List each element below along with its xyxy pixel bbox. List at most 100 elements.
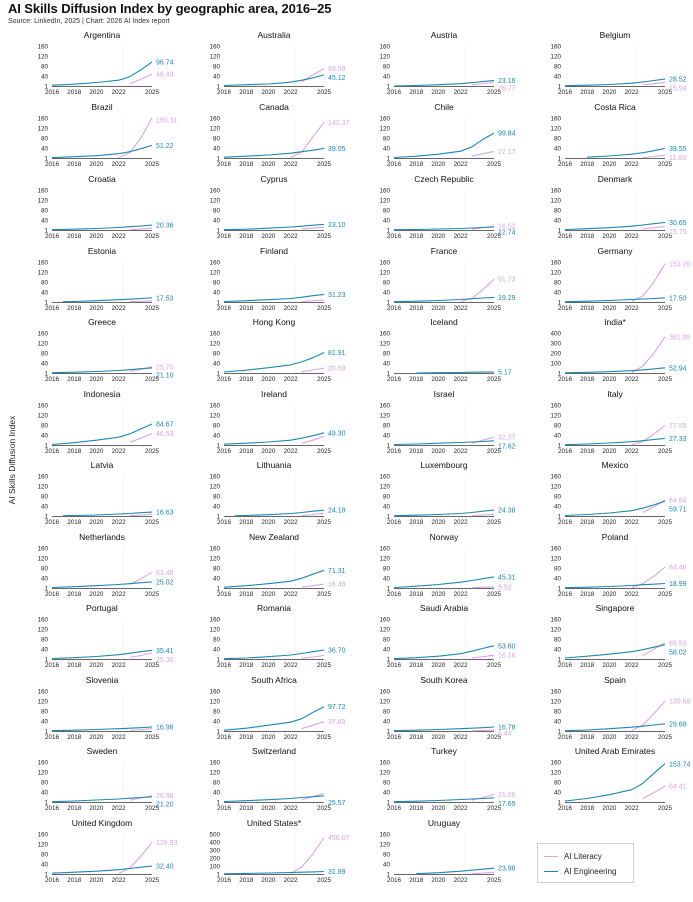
data-label-engineering: 99.84 [498, 131, 516, 138]
y-tick-label: 40 [383, 861, 391, 868]
y-tick-label: 40 [554, 718, 562, 725]
x-tick-label: 2018 [409, 591, 424, 598]
x-tick-label: 2020 [89, 519, 104, 526]
x-tick-label: 2025 [145, 519, 160, 526]
x-tick-label: 2020 [89, 877, 104, 884]
x-tick-label: 2018 [67, 448, 82, 455]
data-label-engineering: 52.94 [669, 365, 687, 372]
panel-title: Czech Republic [414, 174, 474, 184]
y-tick-label: 1 [44, 299, 48, 306]
y-tick-label: 40 [213, 360, 221, 367]
x-tick-label: 2020 [602, 376, 617, 383]
x-tick-label: 2020 [602, 161, 617, 168]
data-label-literacy: 69.58 [328, 66, 346, 73]
series-line-engineering [564, 367, 666, 374]
y-tick-label: 80 [41, 279, 49, 286]
y-tick-label: 80 [213, 422, 221, 429]
data-label-engineering: 45.31 [498, 574, 516, 581]
x-tick-label: 2016 [45, 376, 60, 383]
x-tick-label: 2018 [239, 877, 254, 884]
x-tick-label: 2025 [487, 89, 502, 96]
x-tick-label: 2020 [261, 89, 276, 96]
x-tick-label: 2022 [625, 805, 640, 812]
x-tick-label: 2020 [261, 161, 276, 168]
x-tick-label: 2022 [454, 662, 469, 669]
data-label-literacy: 15.94 [669, 86, 687, 93]
x-tick-label: 2018 [67, 376, 82, 383]
panel-title: Cyprus [261, 174, 288, 184]
x-tick-label: 2020 [431, 805, 446, 812]
x-tick-label: 2025 [145, 233, 160, 240]
y-tick-label: 40 [554, 289, 562, 296]
x-tick-label: 2020 [602, 89, 617, 96]
y-tick-label: 40 [383, 646, 391, 653]
y-tick-label: 80 [41, 63, 49, 70]
x-tick-label: 2016 [45, 161, 60, 168]
series-line-literacy [129, 728, 153, 732]
data-label-engineering: 25.57 [328, 800, 346, 807]
x-tick-label: 2016 [558, 448, 573, 455]
x-tick-label: 2022 [454, 233, 469, 240]
y-tick-label: 160 [37, 688, 48, 695]
chart-title: AI Skills Diffusion Index by geographic … [8, 1, 332, 16]
x-tick-label: 2020 [431, 519, 446, 526]
y-tick-label: 160 [550, 759, 561, 766]
x-tick-label: 2025 [145, 89, 160, 96]
series-line-engineering [393, 132, 495, 159]
panel-title: Turkey [431, 746, 457, 756]
x-tick-label: 2020 [89, 161, 104, 168]
series-line-literacy [129, 432, 153, 443]
data-label-literacy: 5.52 [498, 584, 512, 591]
y-tick-label: 40 [213, 789, 221, 796]
y-tick-label: 40 [383, 289, 391, 296]
y-tick-label: 160 [550, 402, 561, 409]
y-tick-label: 200 [550, 350, 561, 357]
data-label-engineering: 23.98 [498, 866, 516, 873]
series-line-literacy [642, 642, 666, 656]
y-tick-label: 80 [213, 636, 221, 643]
y-tick-label: 160 [550, 259, 561, 266]
x-tick-label: 2025 [145, 877, 160, 884]
x-tick-label: 2020 [431, 305, 446, 312]
y-tick-label: 120 [550, 197, 561, 204]
panel-title: Canada [259, 102, 289, 112]
series-line-literacy [631, 700, 666, 731]
y-tick-label: 40 [554, 145, 562, 152]
data-label-engineering: 31.23 [328, 292, 346, 299]
y-tick-label: 80 [213, 493, 221, 500]
x-tick-label: 2022 [284, 448, 299, 455]
data-label-engineering: 17.62 [498, 444, 516, 451]
data-label-engineering: 31.89 [328, 869, 346, 876]
panel-title: South Africa [251, 675, 297, 685]
panel-title: Slovenia [86, 675, 119, 685]
data-label-engineering: 29.68 [669, 721, 687, 728]
x-tick-label: 2022 [625, 376, 640, 383]
data-label-literacy: 361.99 [669, 334, 691, 341]
y-tick-label: 120 [550, 698, 561, 705]
x-tick-label: 2020 [602, 519, 617, 526]
x-tick-label: 2022 [625, 734, 640, 741]
x-tick-label: 2018 [239, 805, 254, 812]
series-line-literacy [129, 73, 153, 85]
series-line-literacy [301, 226, 325, 230]
panel-title: Norway [430, 532, 460, 542]
data-label-engineering: 39.55 [669, 146, 687, 153]
x-tick-label: 2020 [261, 519, 276, 526]
panel-title: Austria [431, 30, 458, 40]
legend-swatch-engineering [544, 870, 558, 872]
y-tick-label: 1 [216, 83, 220, 90]
y-tick-label: 160 [550, 115, 561, 122]
series-line-literacy [471, 729, 495, 732]
y-tick-label: 1 [44, 799, 48, 806]
legend-swatch-literacy [544, 855, 558, 857]
series-line-literacy [471, 654, 495, 659]
